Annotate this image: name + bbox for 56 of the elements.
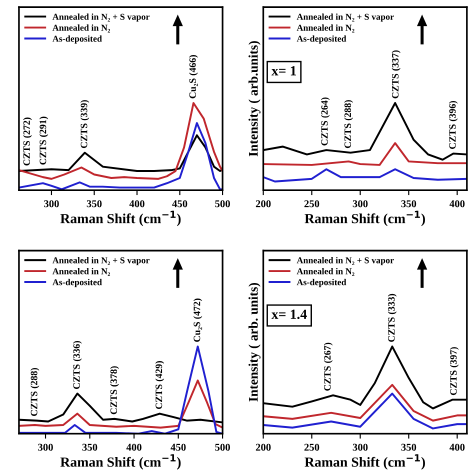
legend-label: Annealed in N₂ bbox=[52, 268, 110, 276]
x-axis-title: Raman Shift (cm$^{−1}$) bbox=[60, 454, 181, 470]
x-tick-label: 400 bbox=[129, 200, 144, 208]
annotation: CZTS (267) bbox=[324, 342, 333, 391]
annotation: CZTS (288) bbox=[30, 368, 40, 416]
annotation: CZTS (336) bbox=[72, 340, 82, 389]
x-tick-label: 350 bbox=[82, 444, 98, 451]
x-axis-title: Raman Shift (cm$^{−1}$) bbox=[304, 454, 425, 470]
annotation: Cu₂S (472) bbox=[193, 298, 202, 342]
x-tick-label: 500 bbox=[215, 200, 230, 208]
y-axis-title: Intensity ( arb. units) bbox=[248, 282, 261, 402]
x-tick-label: 400 bbox=[450, 444, 465, 451]
x-axis-title: Raman Shift (cm$^{−1}$) bbox=[60, 210, 181, 226]
x-tick-label: 400 bbox=[126, 444, 142, 451]
legend-label: Annealed in N₂ + S vapor bbox=[296, 256, 394, 266]
x-axis-title: Raman Shift (cm$^{−1}$) bbox=[304, 210, 425, 226]
x-tick-label: 400 bbox=[450, 200, 465, 208]
x-tick-label: 300 bbox=[44, 200, 59, 208]
text: x= 1 bbox=[271, 66, 296, 76]
legend-label: As-deposited bbox=[52, 35, 102, 44]
x-tick-label: 300 bbox=[352, 444, 368, 451]
legend-label: Annealed in N₂ bbox=[52, 24, 110, 32]
legend-label: As-deposited bbox=[52, 278, 102, 288]
annotation: CZTS (264) bbox=[320, 97, 330, 146]
annotation: Cu₂S (466) bbox=[189, 55, 198, 98]
annotation: CZTS (333) bbox=[388, 294, 397, 342]
legend-label: Annealed in N₂ bbox=[296, 24, 354, 32]
annotation: CZTS (396) bbox=[448, 100, 458, 149]
x-tick-label: 350 bbox=[86, 200, 102, 208]
x-tick-label: 450 bbox=[170, 444, 186, 451]
y-axis-title: Intensity ( arb.units) bbox=[248, 41, 261, 156]
annotation: CZTS (339) bbox=[80, 100, 90, 148]
annotation: CZTS (397) bbox=[450, 347, 459, 396]
annotation: CZTS (378) bbox=[110, 366, 119, 414]
x-tick-label: 450 bbox=[172, 200, 188, 208]
legend-label: As-deposited bbox=[296, 35, 346, 44]
x-tick-label: 200 bbox=[256, 444, 271, 451]
annotation: CZTS (337) bbox=[392, 50, 401, 98]
annotation: CZTS (291) bbox=[39, 116, 48, 165]
text: x= 1.4 bbox=[271, 310, 307, 320]
annotation: CZTS (288) bbox=[344, 100, 354, 148]
annotation: CZTS (272) bbox=[23, 118, 32, 166]
legend-label: Annealed in N₂ + S vapor bbox=[52, 13, 150, 22]
annotation: CZTS (429) bbox=[155, 361, 164, 410]
x-tick-label: 200 bbox=[256, 200, 271, 208]
x-tick-label: 250 bbox=[304, 444, 320, 451]
x-tick-label: 350 bbox=[401, 444, 416, 451]
x-tick-label: 300 bbox=[38, 444, 53, 451]
x-tick-label: 350 bbox=[401, 200, 416, 208]
x-tick-label: 500 bbox=[215, 444, 230, 451]
legend-label: Annealed in N₂ bbox=[296, 268, 354, 276]
legend-label: As-deposited bbox=[296, 278, 346, 288]
legend-label: Annealed in N₂ + S vapor bbox=[296, 13, 394, 22]
x-tick-label: 250 bbox=[304, 200, 320, 208]
x-tick-label: 300 bbox=[352, 200, 368, 208]
legend-label: Annealed in N₂ + S vapor bbox=[52, 256, 150, 266]
